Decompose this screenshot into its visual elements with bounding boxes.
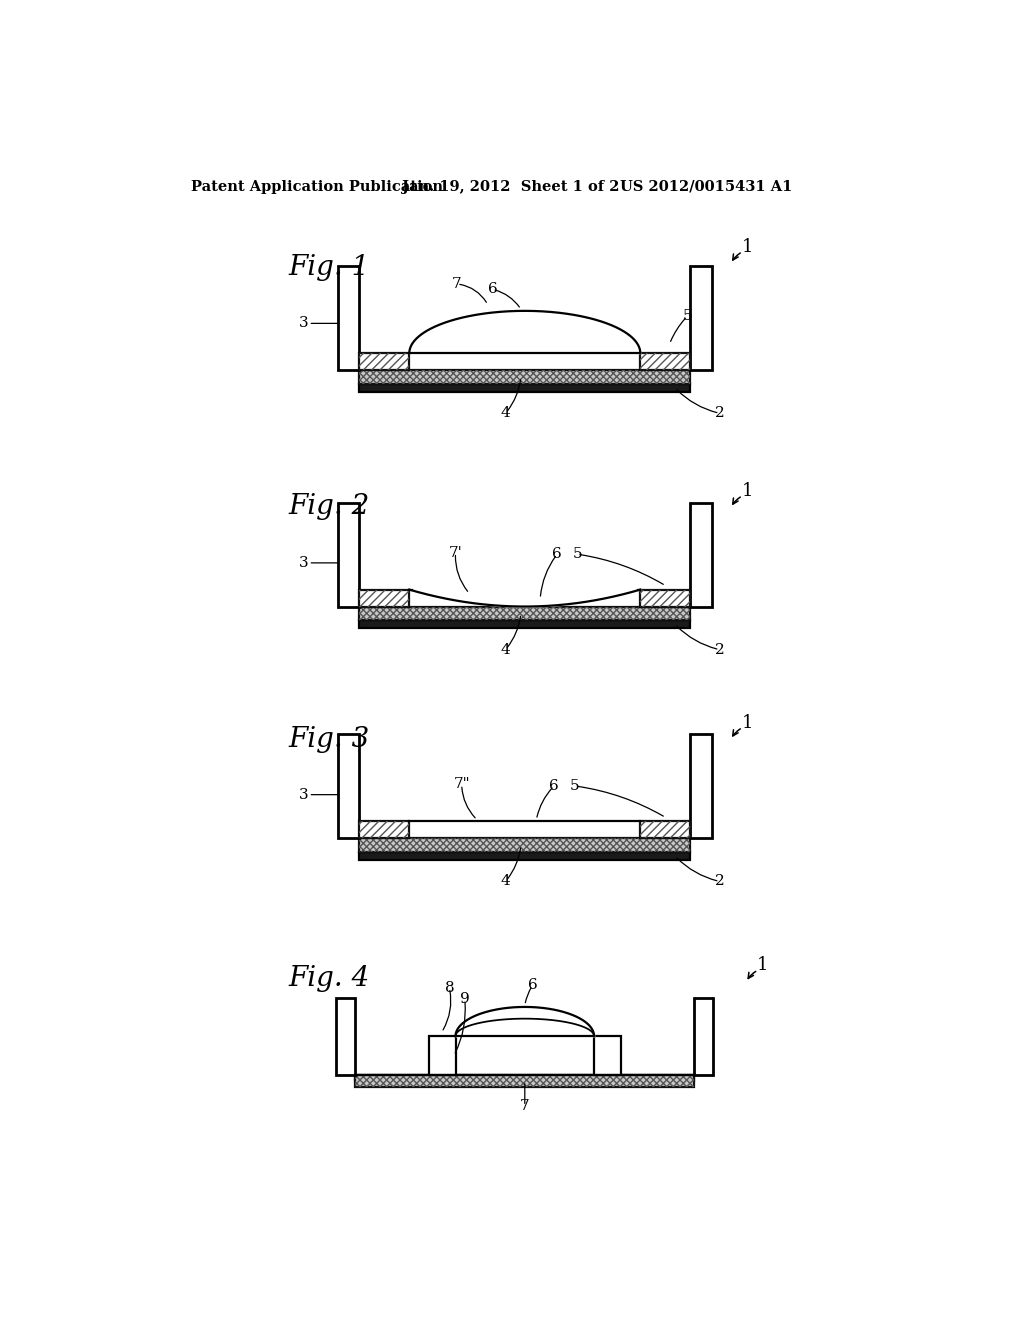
Text: 7': 7'	[449, 545, 463, 560]
Bar	[359, 590, 410, 607]
Text: 3: 3	[299, 556, 308, 570]
Text: 6: 6	[549, 779, 559, 793]
Text: 4: 4	[501, 407, 510, 420]
Bar	[640, 821, 690, 838]
Bar	[694, 998, 714, 1074]
Bar	[359, 821, 410, 838]
Bar	[355, 1074, 694, 1088]
Bar	[640, 590, 690, 607]
Bar	[359, 607, 690, 620]
Bar	[355, 1074, 694, 1088]
Bar	[359, 607, 690, 620]
Bar	[338, 503, 359, 607]
Bar	[640, 354, 690, 370]
Bar	[359, 838, 690, 853]
Text: 1: 1	[741, 238, 753, 256]
Text: 6: 6	[487, 282, 498, 296]
Text: 3: 3	[299, 317, 308, 330]
Bar	[336, 998, 355, 1074]
Text: 7: 7	[520, 1100, 529, 1113]
Bar	[640, 821, 690, 838]
Text: Jan. 19, 2012  Sheet 1 of 2: Jan. 19, 2012 Sheet 1 of 2	[401, 180, 620, 194]
Bar	[359, 370, 690, 384]
Text: 7: 7	[453, 277, 462, 290]
Text: 8: 8	[444, 981, 455, 995]
Text: 5: 5	[572, 548, 582, 561]
Bar	[594, 1036, 621, 1074]
Text: 4: 4	[501, 874, 510, 888]
Text: Fig. 1: Fig. 1	[289, 255, 370, 281]
Text: 2: 2	[715, 643, 725, 656]
Text: 9: 9	[460, 993, 470, 1006]
Bar	[429, 1036, 456, 1074]
Bar	[338, 267, 359, 370]
Bar	[359, 838, 690, 853]
Bar	[640, 590, 690, 607]
Bar	[690, 734, 712, 838]
Text: 2: 2	[715, 874, 725, 888]
Bar	[338, 734, 359, 838]
Text: 6: 6	[527, 978, 538, 993]
Text: 2: 2	[715, 407, 725, 420]
Text: 5: 5	[570, 779, 580, 793]
Text: 1: 1	[741, 482, 753, 500]
Bar	[359, 821, 410, 838]
Text: Fig. 2: Fig. 2	[289, 492, 370, 520]
Text: 1: 1	[757, 957, 768, 974]
Bar	[690, 267, 712, 370]
Bar	[690, 503, 712, 607]
Text: Fig. 3: Fig. 3	[289, 726, 370, 754]
Bar	[359, 853, 690, 859]
Text: Fig. 4: Fig. 4	[289, 965, 370, 991]
Bar	[359, 370, 690, 384]
Text: Patent Application Publication: Patent Application Publication	[190, 180, 442, 194]
Bar	[640, 354, 690, 370]
Bar	[355, 1074, 694, 1081]
Text: 6: 6	[552, 548, 562, 561]
Text: 1: 1	[741, 714, 753, 731]
Bar	[359, 384, 690, 392]
Text: 3: 3	[299, 788, 308, 801]
Bar	[359, 354, 410, 370]
Bar	[359, 354, 410, 370]
Text: US 2012/0015431 A1: US 2012/0015431 A1	[620, 180, 792, 194]
Bar	[359, 590, 410, 607]
Text: 4: 4	[501, 643, 510, 656]
Bar	[359, 620, 690, 628]
Text: 5: 5	[682, 309, 692, 323]
Text: 7": 7"	[454, 777, 470, 792]
